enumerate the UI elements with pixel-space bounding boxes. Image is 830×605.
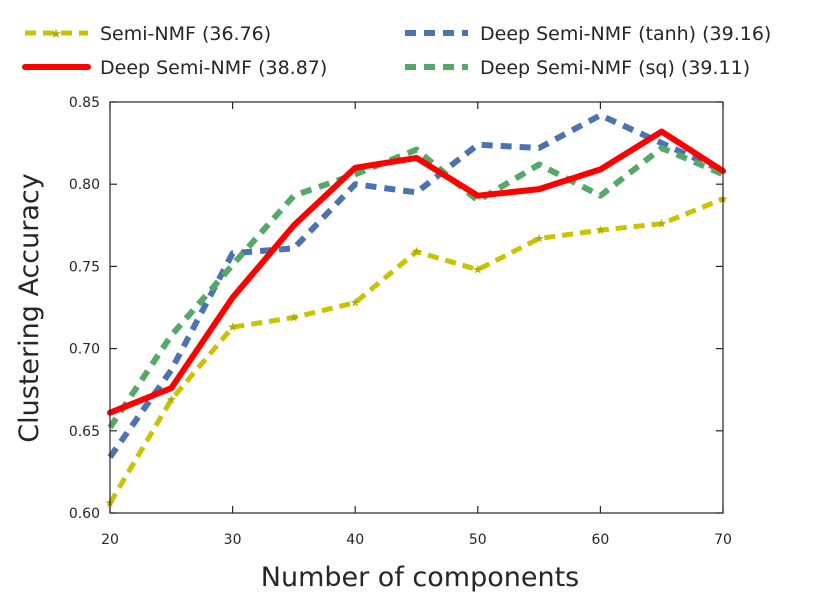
y-tick-label: 0.60 (69, 506, 100, 522)
data-point-star: ★ (411, 245, 422, 259)
y-tick-label: 0.65 (69, 424, 100, 440)
x-tick-label: 20 (101, 532, 119, 548)
x-tick-label: 30 (224, 532, 242, 548)
data-point-star: ★ (227, 320, 238, 334)
legend-label-semi-nmf: Semi-NMF (36.76) (100, 23, 271, 45)
x-axis-title: Number of components (261, 562, 579, 593)
data-point-star: ★ (534, 231, 545, 245)
x-tick-label: 60 (591, 532, 609, 548)
data-series: ★★★★★★★★★ ★★ (105, 112, 728, 510)
data-point-star: ★ (166, 393, 177, 407)
series-line-0 (107, 196, 724, 505)
legend-entry-deep-semi-nmf: Deep Semi-NMF (38.87) (22, 57, 327, 79)
legend-entry-deep-semi-nmf-sq: Deep Semi-NMF (sq) (39.11) (405, 57, 750, 79)
legend-label-deep-semi-nmf-sq: Deep Semi-NMF (sq) (39.11) (480, 57, 750, 79)
y-tick-label: 0.80 (69, 177, 100, 193)
series-line-1 (107, 128, 726, 416)
legend: Semi-NMF (36.76) ★ Deep Semi-NMF (38.87)… (22, 23, 771, 79)
x-tick-label: 40 (346, 532, 364, 548)
y-axis-title: Clustering Accuracy (14, 173, 45, 442)
data-point-star: ★ (350, 296, 361, 310)
y-tick-label: 0.85 (69, 95, 100, 111)
axis-ticks: 20 30 40 50 60 70 0.60 0.65 0.70 0.75 0.80 0.85 (69, 95, 732, 548)
y-tick-label: 0.75 (69, 259, 100, 275)
legend-label-deep-semi-nmf: Deep Semi-NMF (38.87) (100, 57, 327, 79)
x-tick-label: 70 (714, 532, 732, 548)
y-tick-label: 0.70 (69, 342, 100, 358)
series-line-2 (107, 112, 725, 459)
legend-label-deep-semi-nmf-tanh: Deep Semi-NMF (tanh) (39.16) (480, 23, 771, 45)
data-point-star: ★ (595, 223, 606, 237)
legend-star-marker: ★ (50, 27, 62, 42)
x-tick-label: 50 (469, 532, 487, 548)
data-point-star: ★ (289, 310, 300, 324)
data-point-star: ★ (656, 217, 667, 231)
plot-frame (109, 101, 724, 514)
legend-entry-deep-semi-nmf-tanh: Deep Semi-NMF (tanh) (39.16) (405, 23, 771, 45)
legend-entry-semi-nmf: Semi-NMF (36.76) ★ (25, 23, 271, 45)
series-line-3 (107, 145, 725, 430)
data-point-star: ★ (472, 263, 483, 277)
